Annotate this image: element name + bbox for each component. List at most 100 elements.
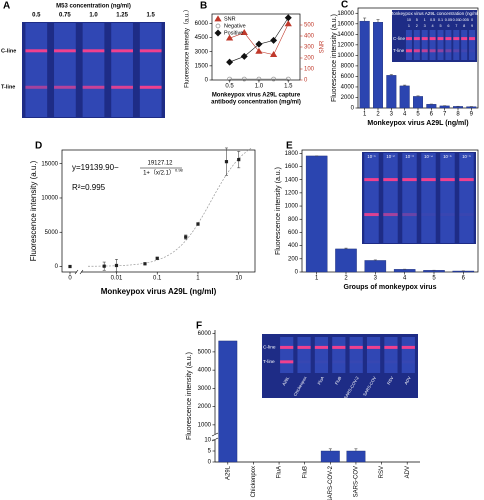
marker bbox=[269, 51, 278, 58]
legend-label: SNR bbox=[224, 16, 236, 22]
strip-lane bbox=[421, 153, 436, 243]
c-band bbox=[384, 345, 398, 349]
marker bbox=[285, 76, 291, 82]
c-band bbox=[297, 345, 311, 349]
x-tick-label: 2 bbox=[344, 276, 348, 282]
y-axis-label: Fluorescence intensity（a.u.） bbox=[184, 6, 191, 88]
y-tick-label: 16000 bbox=[337, 21, 354, 27]
legend-label: Positive bbox=[224, 30, 243, 36]
strip-lane bbox=[461, 30, 468, 60]
inset-lane-label: 10⁻² bbox=[386, 154, 395, 159]
legend-marker bbox=[214, 29, 222, 37]
c-band bbox=[437, 37, 444, 41]
x-tick-label: 7 bbox=[443, 112, 447, 118]
y-tick-label: 6000 bbox=[341, 74, 355, 80]
y-tick-label: 0 bbox=[304, 78, 308, 84]
x-tick-label: 0.01 bbox=[111, 276, 123, 282]
inset-lane-label: 10⁻¹ bbox=[367, 154, 376, 159]
y-tick-label: 2000 bbox=[341, 95, 355, 101]
t-band bbox=[384, 360, 398, 364]
t-band bbox=[82, 85, 105, 89]
x-tick-label: Chickenpox bbox=[251, 466, 257, 497]
inset-lane-label: 10 bbox=[407, 18, 411, 22]
x-axis-label: Monkeypox virus A29L (ng/ml) bbox=[367, 120, 468, 127]
t-band bbox=[25, 85, 48, 89]
y-tick-label: 1600 bbox=[285, 164, 299, 170]
y-tick-label: 0 bbox=[208, 460, 212, 466]
c-band bbox=[25, 49, 48, 53]
bar bbox=[426, 104, 437, 109]
inset-lane-label: 0.005 bbox=[459, 18, 469, 22]
c-band bbox=[445, 37, 452, 41]
inset-lane-number: 5 bbox=[439, 24, 441, 28]
y-tick-label: 0 bbox=[295, 270, 299, 276]
t-band bbox=[440, 213, 455, 217]
y-tick-label: 5000 bbox=[45, 230, 59, 236]
legend-label: Negative bbox=[224, 23, 246, 29]
inset-title: Monkeypox virus A29L concentration (ng/m… bbox=[389, 11, 480, 16]
c-band bbox=[405, 37, 412, 41]
y-tick-label: 1000 bbox=[285, 204, 299, 210]
inset-lane-number: 8 bbox=[463, 24, 465, 28]
x-tick-label: 6 bbox=[462, 276, 466, 282]
marker bbox=[255, 47, 263, 54]
strip-lane bbox=[437, 30, 444, 60]
bar bbox=[218, 340, 238, 463]
marker bbox=[255, 40, 263, 48]
panel-label: B bbox=[200, 1, 207, 12]
t-band bbox=[280, 360, 294, 364]
t-band bbox=[402, 213, 417, 217]
c-band bbox=[349, 345, 363, 349]
axis-break bbox=[211, 432, 219, 442]
marker bbox=[227, 76, 232, 82]
y-tick-label: 10000 bbox=[337, 53, 354, 59]
bar bbox=[335, 248, 357, 273]
c-band bbox=[139, 49, 162, 53]
bar bbox=[364, 260, 387, 273]
x-tick-label: SARS-COV bbox=[354, 466, 360, 497]
inset-lane-label: 0.1 bbox=[438, 18, 443, 22]
lane-label: 0.5 bbox=[32, 13, 41, 19]
inset-lane-label: RSV bbox=[386, 375, 395, 385]
y-tick-label: 3000 bbox=[198, 386, 212, 392]
inset-row-label: T-line bbox=[393, 48, 405, 53]
x-tick-label: 1 bbox=[315, 276, 319, 282]
c-band bbox=[421, 178, 436, 182]
t-band bbox=[111, 85, 133, 89]
point bbox=[143, 262, 147, 266]
inset-row-label: T-line bbox=[263, 359, 275, 365]
panel-label: E bbox=[286, 141, 293, 152]
t-band bbox=[469, 49, 476, 53]
c-band bbox=[366, 345, 381, 349]
inset-lane-label: 5 bbox=[416, 18, 418, 22]
strip-lane bbox=[139, 23, 162, 117]
y-tick-label: 1200 bbox=[285, 190, 299, 196]
strip-lane bbox=[413, 30, 420, 60]
y-tick-label: 10000 bbox=[41, 196, 58, 202]
bar bbox=[439, 105, 450, 109]
inset-lane-number: 7 bbox=[455, 24, 457, 28]
x-tick-label: 5 bbox=[416, 112, 420, 118]
t-band bbox=[445, 49, 452, 53]
y-tick-label: 6000 bbox=[195, 21, 209, 27]
t-band bbox=[429, 49, 436, 53]
plot-frame bbox=[61, 149, 256, 273]
panel-label: C bbox=[341, 0, 348, 11]
c-band bbox=[461, 37, 468, 41]
marker bbox=[270, 36, 278, 44]
t-band bbox=[54, 85, 76, 89]
y-axis-label: SNR bbox=[320, 40, 326, 53]
strip-lane bbox=[280, 337, 294, 373]
strip-lane bbox=[297, 337, 311, 373]
x-axis-label: antibody concentration (mg/ml) bbox=[211, 100, 301, 106]
axis-break-gap bbox=[77, 270, 81, 274]
t-band bbox=[437, 49, 444, 53]
c-band bbox=[401, 345, 415, 349]
t-band bbox=[364, 213, 379, 217]
strip-lane bbox=[402, 153, 417, 243]
inset-lane-number: 6 bbox=[447, 24, 449, 28]
t-band bbox=[459, 213, 474, 217]
x-tick-label: 1 bbox=[196, 276, 200, 282]
c-band bbox=[332, 345, 346, 349]
strip-lane bbox=[405, 30, 412, 60]
